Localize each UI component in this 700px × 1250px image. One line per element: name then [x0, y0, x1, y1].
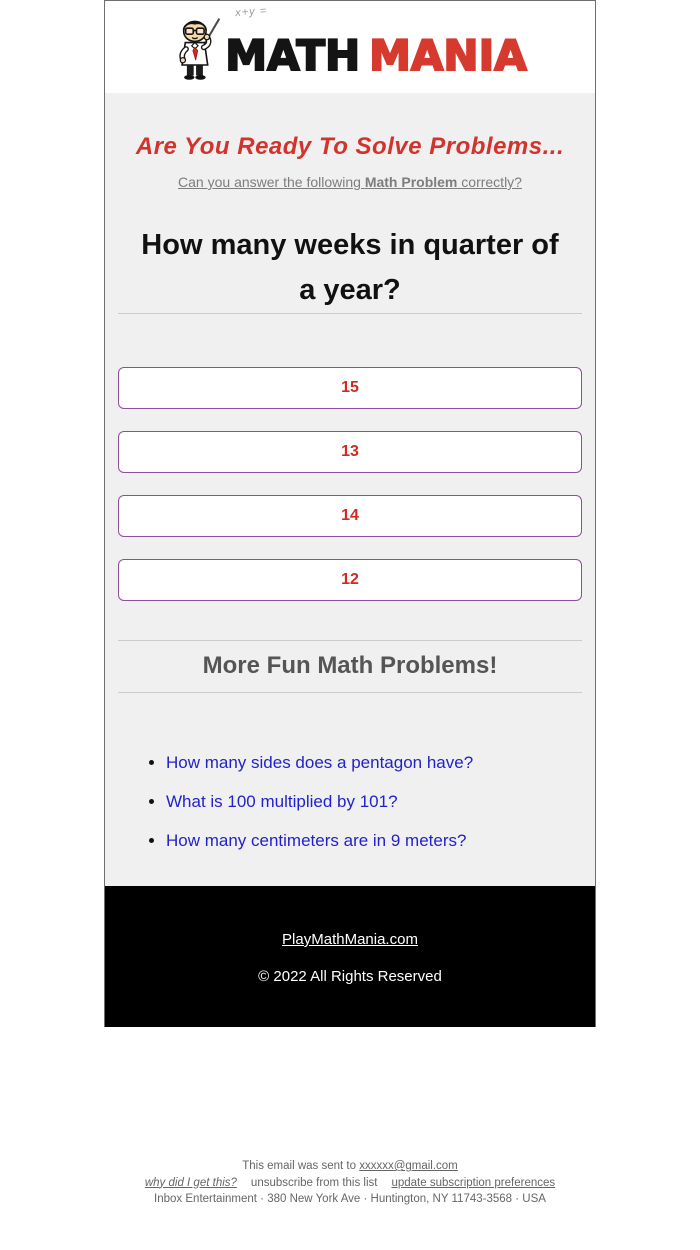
more-problems-title: More Fun Math Problems!: [202, 652, 498, 679]
answer-button-1[interactable]: 15: [118, 367, 582, 409]
copyright-text: © 2022 All Rights Reserved: [258, 968, 442, 985]
math-mania-logo: x+y = MATH MANIA: [173, 5, 528, 84]
hero-headline: Are You Ready To Solve Problems...: [135, 133, 565, 160]
related-problem-link-2[interactable]: What is 100 multiplied by 101?: [166, 792, 398, 811]
update-preferences-link[interactable]: update subscription preferences: [391, 1176, 556, 1189]
logo-word-math: MATH: [224, 31, 361, 80]
answer-button-4[interactable]: 12: [118, 559, 582, 601]
subline-suffix: correctly?: [457, 174, 522, 190]
answer-list: 15 13 14 12: [118, 367, 582, 601]
answer-button-3[interactable]: 14: [118, 495, 582, 537]
subline-prefix: Can you answer the following: [178, 174, 365, 190]
sent-to-prefix: This email was sent to: [242, 1160, 360, 1172]
list-item: What is 100 multiplied by 101?: [166, 792, 582, 812]
list-item: How many centimeters are in 9 meters?: [166, 831, 582, 851]
hero-subline: Can you answer the following Math Proble…: [118, 174, 582, 190]
answer-button-2[interactable]: 13: [118, 431, 582, 473]
email-container: x+y = MATH MANIA Are You Ready To Solve P…: [104, 0, 596, 1027]
unsubscribe-text[interactable]: unsubscribe from this list: [250, 1176, 378, 1189]
divider: [118, 313, 582, 314]
site-footer: PlayMathMania.com © 2022 All Rights Rese…: [105, 886, 595, 1027]
content-body: Are You Ready To Solve Problems... Can y…: [105, 93, 595, 886]
divider: [118, 640, 582, 641]
sent-to-line: This email was sent to xxxxxx@gmail.com: [0, 1158, 700, 1175]
chalk-equation-text: x+y =: [234, 4, 268, 20]
related-problem-link-3[interactable]: How many centimeters are in 9 meters?: [166, 831, 467, 850]
email-footer: This email was sent to xxxxxx@gmail.com …: [0, 1158, 700, 1208]
divider: [118, 692, 582, 693]
logo-wordmark: MATH MANIA: [224, 34, 527, 78]
related-problem-link-1[interactable]: How many sides does a pentagon have?: [166, 753, 474, 772]
subscription-line: why did I get this? unsubscribe from this…: [0, 1175, 700, 1192]
hero-subline-link[interactable]: Can you answer the following Math Proble…: [178, 174, 522, 190]
subline-bold: Math Problem: [364, 174, 458, 190]
site-link[interactable]: PlayMathMania.com: [282, 931, 418, 948]
list-item: How many sides does a pentagon have?: [166, 753, 582, 773]
math-teacher-mascot-icon: [179, 18, 220, 80]
logo-header: x+y = MATH MANIA: [105, 1, 595, 93]
sender-address: Inbox Entertainment · 380 New York Ave ·…: [154, 1193, 546, 1205]
related-problems-list: How many sides does a pentagon have? Wha…: [118, 753, 582, 851]
logo-word-mania: MANIA: [368, 31, 528, 80]
recipient-email-link[interactable]: xxxxxx@gmail.com: [359, 1160, 458, 1172]
more-problems-section: More Fun Math Problems!: [118, 640, 582, 693]
why-did-i-get-this-link[interactable]: why did I get this?: [144, 1176, 237, 1189]
question-title: How many weeks in quarter of a year?: [141, 229, 559, 306]
